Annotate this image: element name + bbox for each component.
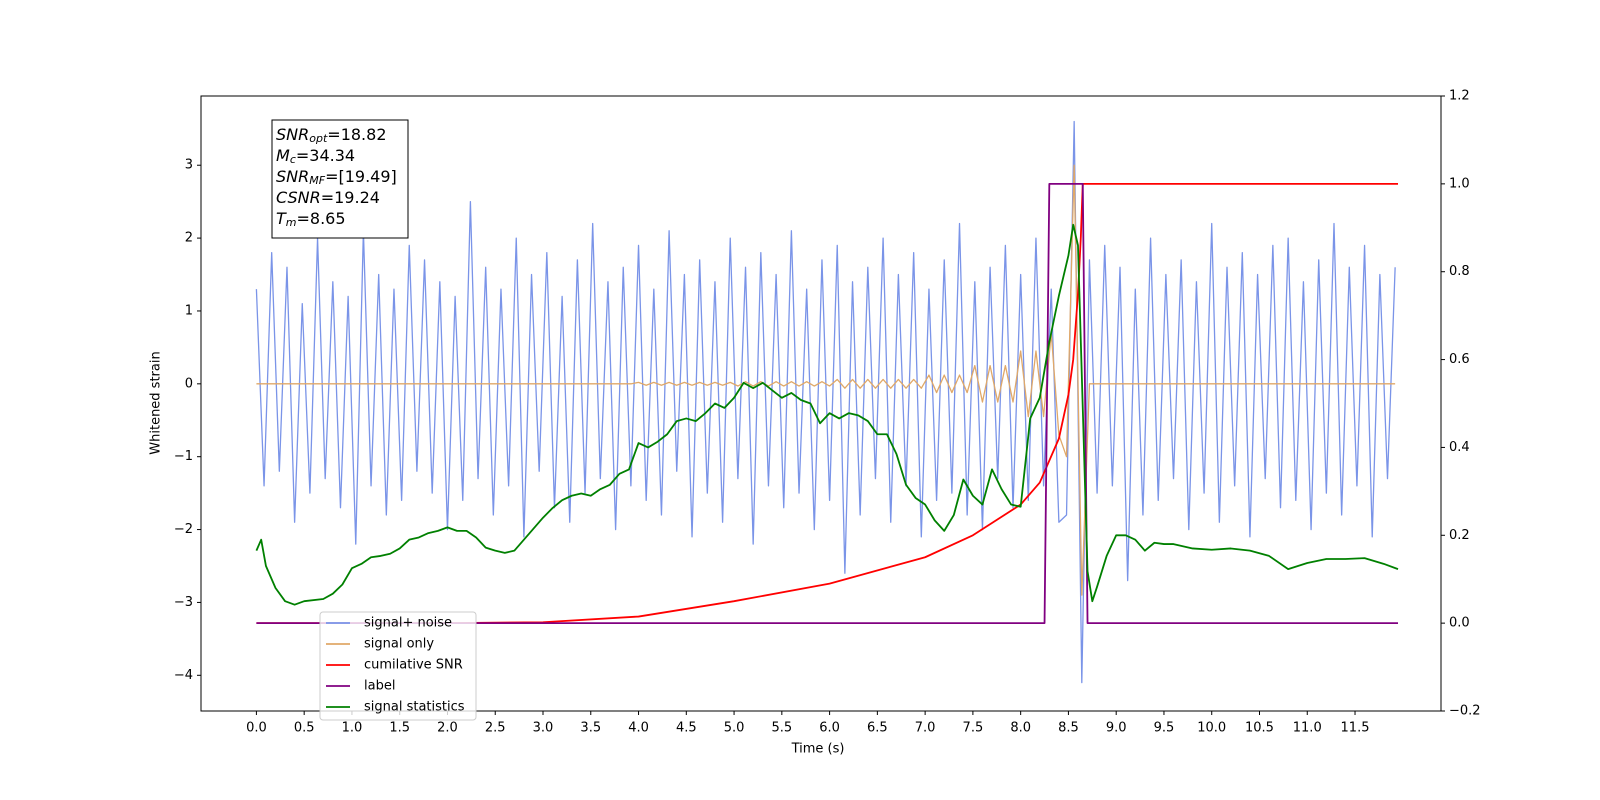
annotation-subscript: m (286, 216, 297, 229)
annotation-subscript: opt (309, 132, 328, 145)
annotation-symbol: SNR (276, 167, 309, 186)
x-tick-label: 6.0 (819, 721, 840, 736)
annotation-symbol: CSNR (276, 188, 321, 207)
annotation-symbol: M (276, 146, 290, 165)
x-tick-label: 8.0 (1010, 721, 1031, 736)
legend-label: cumilative SNR (364, 658, 463, 673)
y2-tick-label: −0.2 (1449, 704, 1481, 719)
y2-tick-label: 1.0 (1449, 176, 1470, 191)
x-tick-label: 2.0 (437, 721, 458, 736)
annotation-value: =34.34 (296, 146, 355, 165)
annotation-subscript: c (290, 153, 296, 166)
annotation-line: Tm=8.65 (276, 209, 346, 230)
y2-tick-label: 0.8 (1449, 264, 1470, 279)
x-tick-label: 0.5 (294, 721, 315, 736)
x-tick-label: 4.0 (628, 721, 649, 736)
y-tick-label: 2 (185, 231, 193, 246)
x-tick-label: 9.0 (1106, 721, 1127, 736)
y-tick-label: 1 (185, 303, 193, 318)
x-tick-label: 7.5 (963, 721, 984, 736)
x-tick-label: 4.5 (676, 721, 697, 736)
x-tick-label: 3.0 (533, 721, 554, 736)
y2-tick-label: 0.2 (1449, 528, 1470, 543)
x-tick-label: 3.5 (580, 721, 601, 736)
x-tick-label: 5.0 (724, 721, 745, 736)
annotation-line: SNRopt=18.82 (276, 125, 387, 146)
x-tick-label: 8.5 (1058, 721, 1079, 736)
annotation-box (271, 119, 409, 239)
series-line (255, 120, 1396, 684)
annotation-line: CSNR=19.24 (276, 188, 380, 207)
x-tick-label: 11.0 (1293, 721, 1322, 736)
series-line (256, 164, 1396, 596)
legend-label: signal statistics (364, 700, 465, 715)
annotation-value: =18.82 (327, 125, 386, 144)
plot-area (255, 120, 1399, 684)
x-tick-label: 2.5 (485, 721, 506, 736)
annotation-value: =[19.49] (325, 167, 397, 186)
y-tick-label: −2 (174, 522, 193, 537)
y-axis-label: Whitened strain (149, 351, 164, 454)
annotation-value: =19.24 (321, 188, 380, 207)
x-tick-label: 11.5 (1341, 721, 1370, 736)
y2-tick-label: 0.4 (1449, 440, 1470, 455)
annotation-line: SNRMF=[19.49] (276, 167, 397, 188)
x-tick-label: 5.5 (771, 721, 792, 736)
legend-box (319, 611, 477, 721)
series-line (256, 182, 1399, 625)
x-tick-label: 10.5 (1245, 721, 1274, 736)
y-tick-label: 3 (185, 158, 193, 173)
x-axis-label: Time (s) (791, 742, 845, 757)
annotation-value: =8.65 (297, 209, 346, 228)
annotation-line: Mc=34.34 (276, 146, 355, 167)
x-tick-label: 10.0 (1197, 721, 1226, 736)
y-tick-label: −1 (174, 449, 193, 464)
x-tick-label: 6.5 (867, 721, 888, 736)
y-tick-label: 0 (185, 376, 193, 391)
y-tick-label: −4 (174, 668, 193, 683)
legend-label: label (364, 679, 395, 694)
y2-tick-label: 1.2 (1449, 89, 1470, 104)
x-tick-label: 9.5 (1154, 721, 1175, 736)
annotation-symbol: T (276, 209, 287, 228)
legend-label: signal only (364, 637, 434, 652)
series-line (255, 223, 1399, 606)
x-tick-label: 1.5 (389, 721, 410, 736)
axes-frame (200, 95, 1442, 712)
annotation-symbol: SNR (276, 125, 309, 144)
x-tick-label: 1.0 (342, 721, 363, 736)
x-tick-label: 0.0 (246, 721, 267, 736)
y2-tick-label: 0.0 (1449, 616, 1470, 631)
x-tick-label: 7.0 (915, 721, 936, 736)
y2-tick-label: 0.6 (1449, 352, 1470, 367)
y-tick-label: −3 (174, 595, 193, 610)
legend-label: signal+ noise (364, 616, 452, 631)
annotation-subscript: MF (309, 174, 325, 187)
